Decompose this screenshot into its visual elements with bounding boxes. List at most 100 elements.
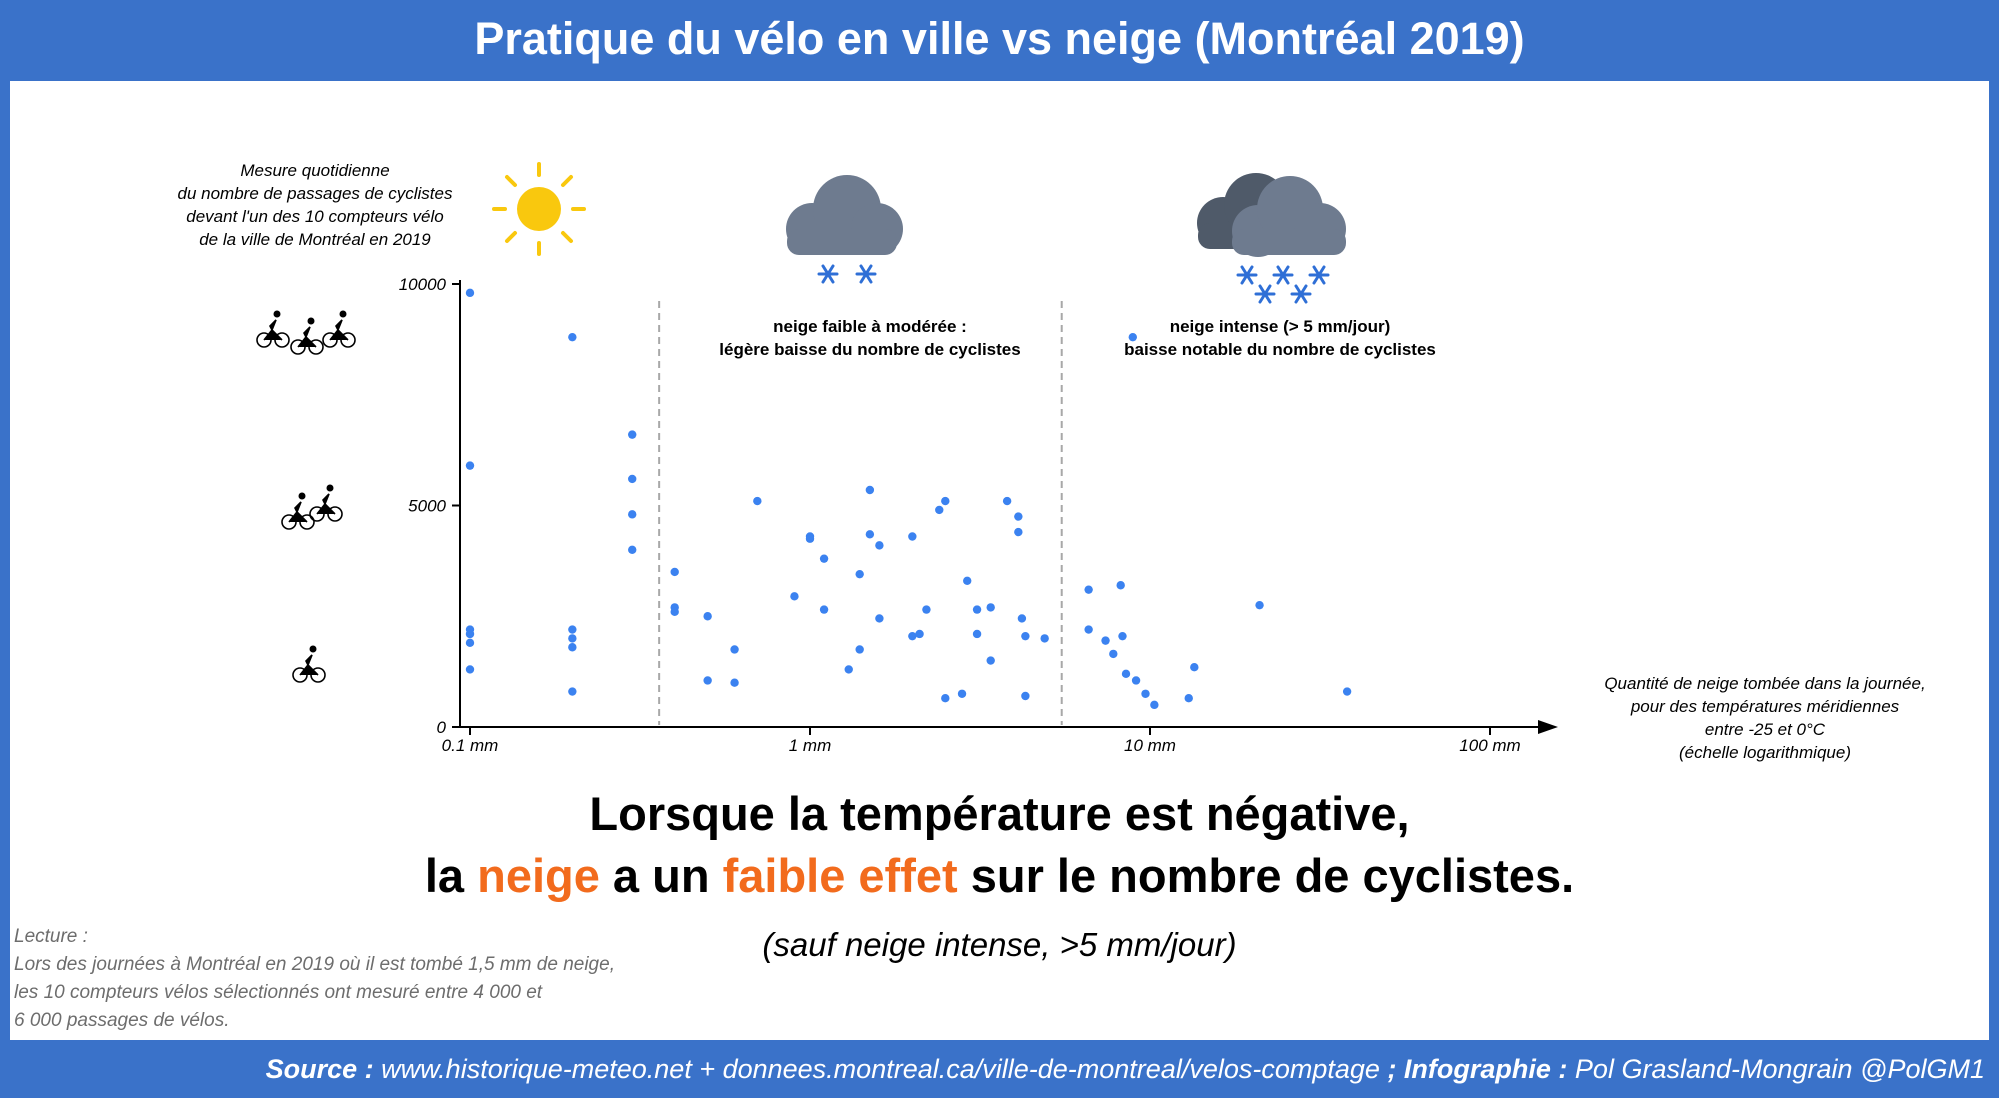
points-layer (465, 288, 1352, 710)
data-point (628, 430, 637, 439)
credit-text: Pol Grasland-Mongrain @PolGM1 (1567, 1053, 1985, 1084)
data-point (465, 288, 475, 298)
data-point (568, 634, 577, 643)
data-point (1109, 649, 1118, 659)
data-point (844, 665, 853, 674)
three-cyclists-icon (256, 309, 356, 355)
chart-canvas: 0 5000 10000 0.1 mm 1 mm 10 mm 100 mm (256, 162, 1558, 755)
y-axis-description: Mesure quotidienne du nombre de passages… (177, 161, 453, 249)
x-axis-arrow (1538, 720, 1558, 734)
data-point (805, 534, 815, 543)
source-label: Source : (265, 1053, 374, 1084)
headline-highlight-neige: neige (477, 849, 600, 902)
cloud-heavy-snow-icon (1197, 173, 1346, 304)
data-point (986, 656, 995, 665)
data-point (1141, 689, 1150, 698)
data-point (1014, 527, 1023, 537)
data-point (628, 474, 637, 484)
data-point (855, 569, 864, 579)
reading-guide: Lecture : Lors des journées à Montréal e… (14, 923, 734, 1035)
data-point (915, 629, 924, 639)
data-point (941, 496, 950, 506)
data-point (1342, 687, 1352, 696)
data-point (941, 694, 950, 703)
headline-caveat: (sauf neige intense, >5 mm/jour) (762, 926, 1237, 963)
data-point (908, 631, 917, 641)
page-title: Pratique du vélo en ville vs neige (Mont… (474, 13, 1525, 64)
data-point (1121, 669, 1131, 679)
axes-layer: 0 5000 10000 0.1 mm 1 mm 10 mm 100 mm (399, 275, 1558, 755)
headline-text-c: a un (599, 849, 723, 902)
x-tick-label: 100 mm (1459, 736, 1520, 755)
data-point (1116, 581, 1125, 590)
infographic-panel: 0 5000 10000 0.1 mm 1 mm 10 mm 100 mm Mesure q… (10, 81, 1989, 1040)
data-point (730, 645, 739, 654)
region-label-moderate-snow: neige faible à modérée : légère baisse d… (719, 317, 1021, 359)
two-cyclists-icon (281, 483, 343, 530)
data-point (819, 605, 829, 614)
data-point (1101, 636, 1110, 645)
data-point (703, 612, 712, 621)
data-point (628, 545, 637, 554)
data-point (1084, 625, 1093, 634)
headline: Lorsque la température est négative, la … (10, 783, 1989, 907)
data-point (957, 689, 967, 698)
data-point (865, 530, 875, 539)
data-point (568, 643, 577, 652)
reading-title: Lecture : (14, 926, 88, 947)
data-point (703, 676, 712, 685)
x-axis-description: Quantité de neige tombée dans la journée… (1604, 674, 1926, 762)
data-point (730, 678, 739, 687)
data-point (753, 496, 762, 506)
footer-bar: Source : www.historique-meteo.net + donn… (0, 1040, 1999, 1098)
data-point (972, 629, 982, 639)
headline-text-a: la (424, 849, 478, 902)
data-point (1150, 700, 1159, 710)
region-label-intense-snow: neige intense (> 5 mm/jour) baisse notab… (1124, 317, 1436, 359)
cloud-light-snow-icon (786, 175, 903, 284)
data-point (670, 607, 679, 617)
data-point (1118, 631, 1127, 641)
data-point (1131, 676, 1141, 685)
data-point (465, 461, 475, 470)
y-tick-label: 0 (437, 718, 447, 737)
data-point (819, 554, 829, 563)
credit-label: ; Infographie : (1387, 1053, 1568, 1084)
header-bar: Pratique du vélo en ville vs neige (Mont… (0, 0, 1999, 78)
reading-line: Lors des journées à Montréal en 2019 où … (14, 954, 615, 975)
headline-text-e: sur le nombre de cyclistes. (957, 849, 1575, 902)
data-point (670, 567, 679, 577)
icons-layer (256, 162, 1346, 683)
data-point (1002, 496, 1012, 506)
data-point (790, 592, 799, 601)
x-tick-label: 0.1 mm (442, 736, 499, 755)
data-point (1084, 585, 1093, 594)
data-point (568, 625, 577, 634)
data-point (568, 332, 577, 342)
headline-line-1: Lorsque la température est négative, (589, 787, 1410, 840)
data-point (1014, 512, 1023, 521)
data-point (875, 614, 884, 623)
reading-line: les 10 compteurs vélos sélectionnés ont … (14, 982, 543, 1003)
data-point (963, 576, 972, 586)
data-point (568, 687, 577, 696)
source-text: www.historique-meteo.net + donnees.montr… (373, 1053, 1388, 1084)
data-point (855, 645, 864, 654)
data-point (865, 485, 875, 495)
headline-highlight-faible-effet: faible effet (722, 849, 958, 902)
data-point (1255, 600, 1264, 610)
data-point (1128, 332, 1137, 342)
data-point (1040, 634, 1049, 643)
y-tick-label: 10000 (399, 275, 447, 294)
reading-line: 6 000 passages de vélos. (14, 1010, 230, 1031)
sun-icon (492, 162, 586, 256)
data-point (628, 510, 637, 519)
data-point (1021, 691, 1030, 701)
data-point (465, 638, 475, 648)
data-point (1190, 662, 1199, 672)
data-point (1017, 614, 1027, 623)
data-point (1021, 631, 1030, 641)
data-point (972, 605, 982, 614)
data-point (465, 665, 475, 674)
data-point (908, 532, 917, 541)
